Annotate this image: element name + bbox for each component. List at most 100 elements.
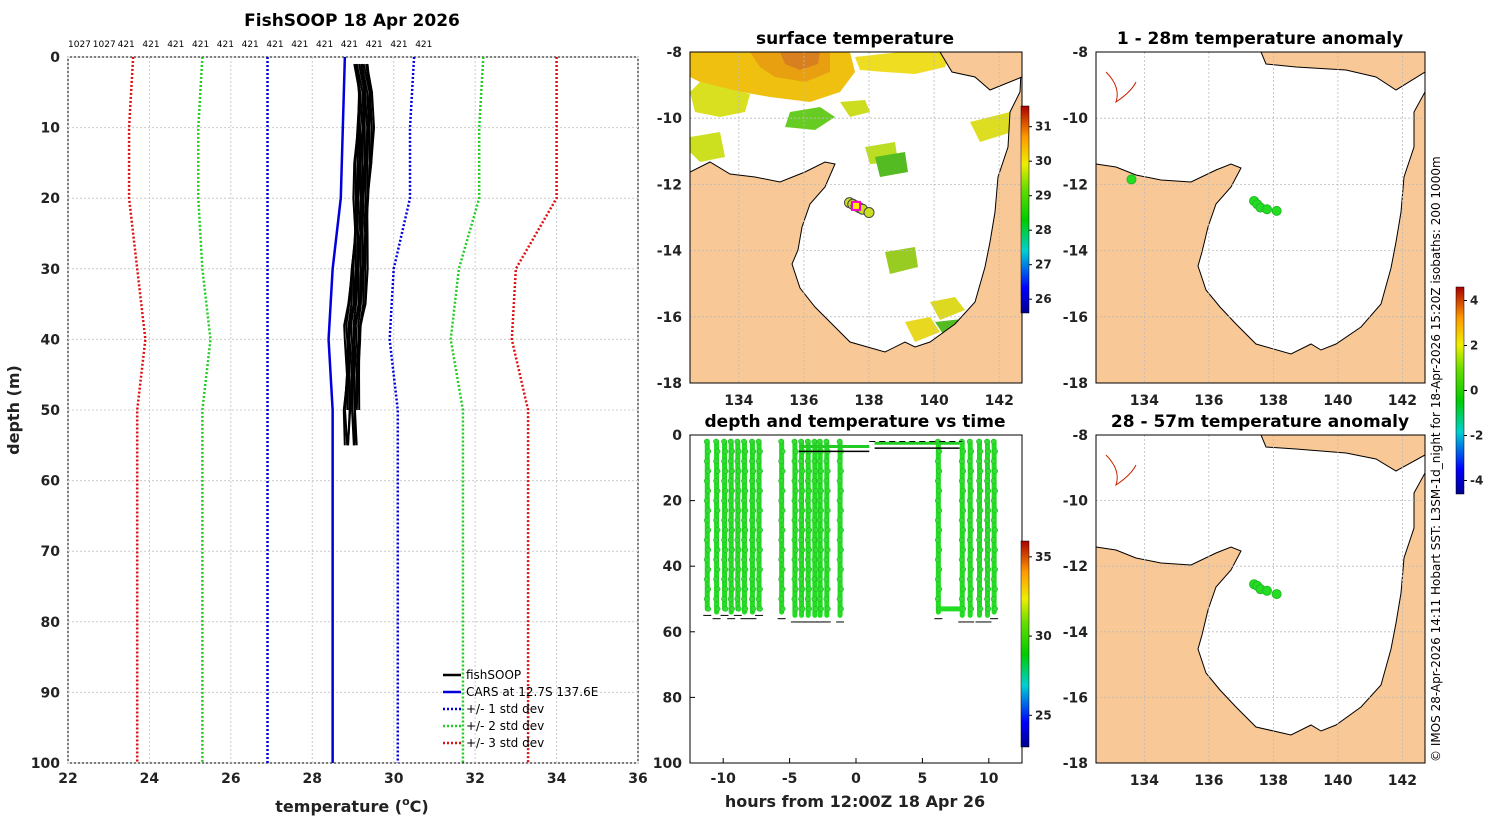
land-north [939,52,1022,91]
cast-sample [705,527,712,533]
cast-sample [985,566,992,573]
cast-sample [804,596,811,602]
cast-sample [742,448,749,455]
cast-sample [992,546,998,553]
cast-sample [734,556,741,563]
cast-sample [823,596,830,602]
y-tick-label: 20 [663,494,683,510]
cast-sample [806,586,813,593]
cast-sample [757,507,763,514]
x-tick-label: 32 [465,771,484,787]
top-label: 421 [192,40,209,50]
cast-sample [705,546,712,553]
shelf-isobath [1105,454,1137,487]
cast-sample [755,517,762,524]
cast-sample [749,576,755,583]
colorbar-tick-label: 25 [1035,708,1052,722]
colorbar-tick-label: 26 [1035,292,1052,306]
cast-sample [793,487,799,494]
cast-sample [985,527,992,533]
cast-sample [734,458,741,465]
cast-sample [823,458,830,465]
cast-sample [778,438,784,445]
cast-sample [735,527,742,533]
x-tick-label: 134 [1130,773,1159,789]
cast-sample [798,458,804,465]
cast-sample [713,596,719,602]
cast-sample [791,458,798,465]
cast-sample [705,586,712,593]
cast-sample [721,576,727,583]
cast-sample [793,468,799,474]
cast-sample [750,527,757,533]
cast-sample [742,487,749,494]
cast-sample [968,487,975,494]
cast-sample [755,596,762,602]
colorbar-tick-label: 27 [1035,258,1052,272]
cast-sample [705,448,712,455]
cast-sample [960,546,967,553]
cast-sample [791,517,798,524]
colorbar-tick-label: 30 [1035,154,1052,168]
cast-sample [958,497,965,504]
y-tick-label: 80 [663,690,683,706]
cast-sample [779,586,786,593]
cast-sample [816,537,823,543]
cast-sample [934,478,941,484]
cast-sample [714,605,721,612]
cast-sample [977,487,984,494]
cast-sample [934,556,941,563]
anomaly-point [1261,585,1272,596]
top-label: 421 [316,40,333,50]
anom2-map-frame [1095,434,1426,764]
fishsoop-profile [351,63,369,446]
cast-sample [804,438,811,445]
cast-sample [823,576,830,583]
cast-sample [990,576,997,583]
cast-sample [721,537,727,543]
cast-sample [750,487,757,494]
anom2-points [1249,579,1282,600]
anomaly-point [1271,205,1282,216]
cast-sample [968,586,975,593]
cast-sample [818,566,824,573]
colorbar-tick-label: 30 [1035,629,1052,643]
cast-sample [977,566,984,573]
cast-sample [934,537,941,543]
sst-cloud-free-data [690,52,1012,342]
cast-sample [779,507,786,514]
cast-sample [757,546,763,553]
cars-line [327,56,347,763]
x-tick-label: 34 [547,771,567,787]
cast-sample [960,527,967,533]
cast-sample [958,458,965,465]
colorbar-tick-label: 2 [1470,339,1478,353]
cast-sample [757,448,763,455]
cast-sample [968,527,975,533]
cast-sample [804,517,811,524]
sst-map-panel: surface temperature [657,29,1052,409]
cast-sample [727,497,734,504]
cast-sample [836,497,843,504]
anomaly-point [1261,204,1272,215]
cast-sample [742,566,749,573]
x-tick-label: 138 [1259,393,1288,409]
cast-sample [741,458,747,465]
cast-sample [806,487,813,494]
cast-sample [721,497,727,504]
cast-sample [824,468,831,474]
cast-sample [958,478,965,484]
cast-sample [714,448,721,455]
cast-sample [936,448,943,455]
cast-sample [968,468,975,474]
cast-sample [811,596,818,602]
y-tick-label: -12 [1063,177,1088,193]
land-north [1260,435,1425,472]
top-label: 421 [341,40,358,50]
cast-sample [735,605,742,612]
cast-sample [804,537,811,543]
current-position-marker [851,200,861,211]
cast-sample [984,556,990,563]
top-label: 421 [167,40,184,50]
x-tick-label: 134 [724,393,753,409]
